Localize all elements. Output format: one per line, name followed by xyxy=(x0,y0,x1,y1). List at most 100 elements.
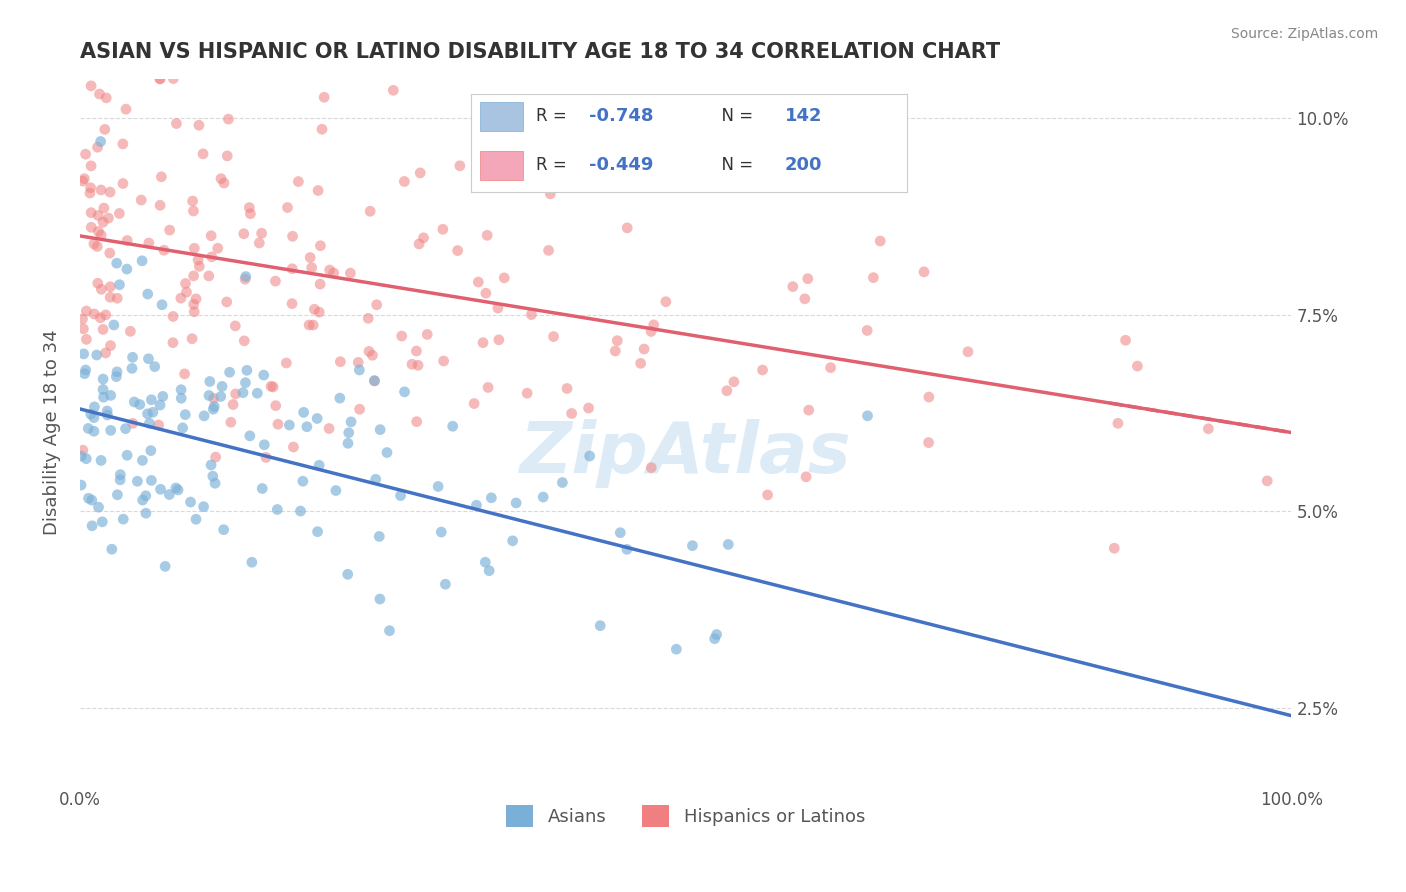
Point xyxy=(599,150,621,164)
Point xyxy=(79,186,101,200)
Legend: Asians, Hispanics or Latinos: Asians, Hispanics or Latinos xyxy=(499,797,873,834)
Point xyxy=(307,411,329,425)
Point xyxy=(105,369,128,384)
Point xyxy=(96,404,118,418)
Point xyxy=(173,367,195,381)
Point xyxy=(150,169,173,184)
Point xyxy=(77,491,100,506)
Point xyxy=(516,386,538,401)
Point xyxy=(100,339,122,353)
Point xyxy=(114,422,136,436)
Point xyxy=(299,251,322,265)
Point xyxy=(488,333,510,347)
Point xyxy=(217,112,239,127)
Point xyxy=(181,332,204,346)
Point xyxy=(103,318,125,332)
Point xyxy=(401,357,423,371)
Point xyxy=(115,234,138,248)
Point xyxy=(73,367,96,381)
Point xyxy=(408,236,430,251)
Point xyxy=(212,176,235,190)
Point xyxy=(432,222,454,236)
Point xyxy=(121,417,143,431)
Point xyxy=(589,618,612,632)
Point xyxy=(467,275,489,289)
Point xyxy=(357,344,380,359)
Point xyxy=(87,277,110,291)
Point xyxy=(605,344,627,359)
Point xyxy=(433,354,456,368)
Point xyxy=(307,184,329,198)
Point xyxy=(820,360,842,375)
Point xyxy=(202,402,225,417)
Point xyxy=(162,335,184,350)
Point xyxy=(412,231,434,245)
Point xyxy=(141,392,163,407)
Point xyxy=(188,260,211,274)
Point xyxy=(616,220,638,235)
Point xyxy=(218,365,240,379)
Point xyxy=(723,375,745,389)
Point xyxy=(91,322,114,336)
Point xyxy=(276,356,298,370)
Point xyxy=(209,390,232,404)
Point xyxy=(264,399,287,413)
Point xyxy=(91,215,114,229)
Point xyxy=(87,224,110,238)
Point xyxy=(717,537,740,551)
Point xyxy=(98,290,121,304)
Point xyxy=(361,348,384,362)
Point xyxy=(165,481,187,495)
Point xyxy=(281,296,304,310)
Point xyxy=(409,166,432,180)
Point xyxy=(219,415,242,429)
Point xyxy=(1107,417,1129,431)
Point xyxy=(167,483,190,497)
Point xyxy=(449,159,471,173)
Point xyxy=(1104,541,1126,556)
Point xyxy=(91,372,114,386)
Point xyxy=(538,186,561,201)
Point xyxy=(89,310,111,325)
Point xyxy=(375,445,398,459)
Point xyxy=(183,204,205,219)
Point xyxy=(96,408,118,422)
Point xyxy=(235,269,257,284)
Point xyxy=(93,201,115,215)
Point xyxy=(72,312,94,326)
Point xyxy=(253,438,276,452)
Point xyxy=(153,559,176,574)
Point xyxy=(640,460,662,475)
Point xyxy=(537,244,560,258)
Point xyxy=(80,205,103,219)
Point xyxy=(441,419,464,434)
Point xyxy=(121,351,143,365)
Point xyxy=(93,390,115,404)
Point xyxy=(394,174,416,188)
Point xyxy=(108,277,131,292)
Point xyxy=(141,474,163,488)
Point xyxy=(127,475,149,489)
Point xyxy=(94,346,117,360)
Point xyxy=(148,417,170,432)
Point xyxy=(254,450,277,465)
Point xyxy=(87,209,110,223)
Point xyxy=(486,301,509,315)
Text: N =: N = xyxy=(711,107,758,125)
Point xyxy=(430,524,453,539)
Point xyxy=(111,177,134,191)
Point xyxy=(463,396,485,410)
Point xyxy=(149,398,172,412)
Point xyxy=(209,171,232,186)
Point xyxy=(110,467,132,482)
Point xyxy=(115,102,138,116)
Text: ASIAN VS HISPANIC OR LATINO DISABILITY AGE 18 TO 34 CORRELATION CHART: ASIAN VS HISPANIC OR LATINO DISABILITY A… xyxy=(80,42,1000,62)
Point xyxy=(100,423,122,437)
Point xyxy=(357,311,380,326)
Text: -0.449: -0.449 xyxy=(589,156,652,174)
Point xyxy=(70,449,93,463)
Point xyxy=(340,415,363,429)
Point xyxy=(238,201,260,215)
Point xyxy=(232,385,254,400)
Point xyxy=(616,542,638,557)
